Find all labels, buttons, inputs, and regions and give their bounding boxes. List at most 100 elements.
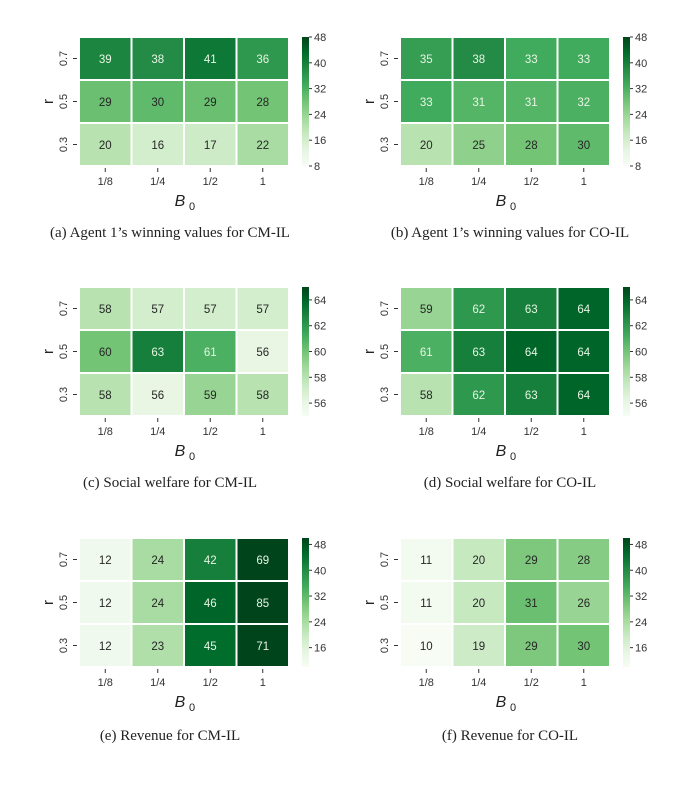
cell-value-label: 58 — [99, 304, 112, 316]
cell-value-label: 36 — [256, 54, 269, 66]
heatmap-cell — [78, 286, 133, 331]
colorbar-tick-label: 60 — [635, 347, 647, 359]
heatmap-cell — [130, 329, 185, 374]
heatmap-cell — [235, 623, 290, 668]
cell-value-label: 28 — [577, 555, 590, 567]
heatmap-cell — [78, 372, 133, 417]
cell-value-label: 12 — [99, 598, 112, 610]
x-tick-label: 1 — [260, 677, 266, 689]
x-tick-label: 1/8 — [419, 677, 434, 689]
cell-value-label: 10 — [420, 641, 433, 653]
x-tick-label: 1 — [581, 426, 587, 438]
cell-value-label: 57 — [151, 304, 164, 316]
colorbar-tick-label: 16 — [635, 643, 647, 655]
x-tick-label: 1/2 — [524, 426, 539, 438]
cell-value-label: 12 — [99, 555, 112, 567]
colorbar-tick-label: 8 — [314, 161, 320, 173]
y-tick-label: 0.7 — [379, 51, 391, 66]
colorbar-tick-label: 64 — [314, 295, 326, 307]
colorbar-tick-label: 32 — [314, 591, 326, 603]
cell-value-label: 29 — [525, 641, 538, 653]
x-axis-label: B — [175, 193, 186, 210]
colorbar-tick-label: 40 — [635, 58, 647, 70]
cell-value-label: 64 — [525, 347, 538, 359]
cell-value-label: 60 — [99, 347, 112, 359]
cell-value-label: 31 — [525, 598, 538, 610]
colorbar-tick-label: 16 — [314, 135, 326, 147]
y-axis-label: r — [361, 600, 378, 605]
colorbar-tick-label: 16 — [314, 643, 326, 655]
heatmap-cell — [451, 580, 506, 625]
x-tick-label: 1/8 — [98, 426, 113, 438]
y-tick-label: 0.7 — [58, 552, 70, 567]
cell-value-label: 63 — [151, 347, 164, 359]
cell-value-label: 28 — [256, 97, 269, 109]
cell-value-label: 25 — [472, 140, 485, 152]
heatmap-cell — [451, 623, 506, 668]
cell-value-label: 63 — [525, 304, 538, 316]
heatmap-cell — [399, 329, 454, 374]
cell-value-label: 11 — [420, 598, 432, 610]
colorbar-tick-label: 56 — [635, 398, 647, 410]
cell-value-label: 63 — [472, 347, 485, 359]
heatmap-cell — [399, 36, 454, 81]
heatmap-cell — [78, 623, 133, 668]
cell-value-label: 33 — [420, 97, 433, 109]
heatmap-a: 39 38 41 36 29 30 29 28 20 16 17 22 0.7 0.5 0.3 r 1/8 1/4… — [40, 32, 326, 213]
heatmap-cell — [235, 372, 290, 417]
heatmap-c: 58 57 57 57 60 63 61 56 58 56 59 58 0.7 0.5 0.3 r 1/8 1/4… — [40, 286, 326, 463]
colorbar-tick-label: 24 — [314, 617, 326, 629]
colorbar-tick-label: 16 — [635, 135, 647, 147]
colorbar-tick-label: 48 — [635, 539, 647, 551]
heatmap-cell — [183, 329, 238, 374]
y-tick-label: 0.5 — [58, 344, 70, 359]
colorbar-tick-label: 32 — [635, 84, 647, 96]
x-axis-label: B — [175, 443, 186, 460]
heatmap-cell — [235, 79, 290, 124]
y-tick-label: 0.3 — [379, 638, 391, 653]
cell-value-label: 32 — [577, 97, 590, 109]
cell-value-label: 62 — [472, 390, 485, 402]
colorbar-tick-label: 58 — [635, 372, 647, 384]
x-tick-label: 1/2 — [524, 677, 539, 689]
y-tick-label: 0.7 — [58, 51, 70, 66]
cell-value-label: 20 — [472, 555, 485, 567]
cell-value-label: 56 — [151, 390, 164, 402]
colorbar-tick-label: 24 — [635, 617, 647, 629]
caption-c: (c) Social welfare for CM-IL — [82, 475, 258, 491]
x-tick-label: 1/4 — [150, 176, 165, 188]
heatmap-cell — [451, 537, 506, 582]
heatmap-cell — [235, 580, 290, 625]
panel-b: 35 38 33 33 33 31 31 32 20 25 28 30 0.7 0.5 0.3 r 1/8 1/4… — [340, 20, 680, 270]
cell-value-label: 41 — [204, 54, 217, 66]
colorbar — [302, 37, 309, 166]
x-tick-label: 1/4 — [471, 677, 486, 689]
heatmap-cell — [504, 122, 559, 167]
x-tick-label: 1 — [260, 176, 266, 188]
panel-f: 11 20 29 28 11 20 31 26 10 19 29 30 0.7 0.5 0.3 r 1/8 1/4… — [340, 520, 680, 770]
heatmap-e: 12 24 42 69 12 24 46 85 12 23 45 71 0.7 0.5 0.3 r 1/8 1/4… — [40, 537, 326, 714]
x-tick-label: 1/2 — [203, 677, 218, 689]
panel-a: 39 38 41 36 29 30 29 28 20 16 17 22 0.7 0.5 0.3 r 1/8 1/4… — [0, 20, 340, 270]
heatmap-cell — [183, 122, 238, 167]
cell-value-label: 59 — [420, 304, 433, 316]
heatmap-cell — [504, 537, 559, 582]
heatmap-d: 59 62 63 64 61 63 64 64 58 62 63 64 0.7 0.5 0.3 r 1/8 1/4… — [361, 286, 647, 463]
colorbar-tick-label: 48 — [635, 32, 647, 44]
cell-value-label: 58 — [99, 390, 112, 402]
cell-value-label: 19 — [472, 641, 485, 653]
heatmap-cell — [78, 79, 133, 124]
colorbar — [302, 538, 309, 667]
colorbar-tick-label: 48 — [314, 32, 326, 44]
colorbar-tick-label: 8 — [635, 161, 641, 173]
x-axis-label: B — [496, 443, 507, 460]
cell-value-label: 64 — [577, 390, 590, 402]
cell-value-label: 38 — [151, 54, 164, 66]
cell-value-label: 22 — [256, 140, 269, 152]
colorbar-tick-label: 32 — [635, 591, 647, 603]
cell-value-label: 24 — [151, 555, 164, 567]
x-axis-label-subscript: 0 — [510, 451, 516, 463]
cell-value-label: 16 — [151, 140, 164, 152]
heatmap-cell — [183, 36, 238, 81]
cell-value-label: 33 — [577, 54, 590, 66]
